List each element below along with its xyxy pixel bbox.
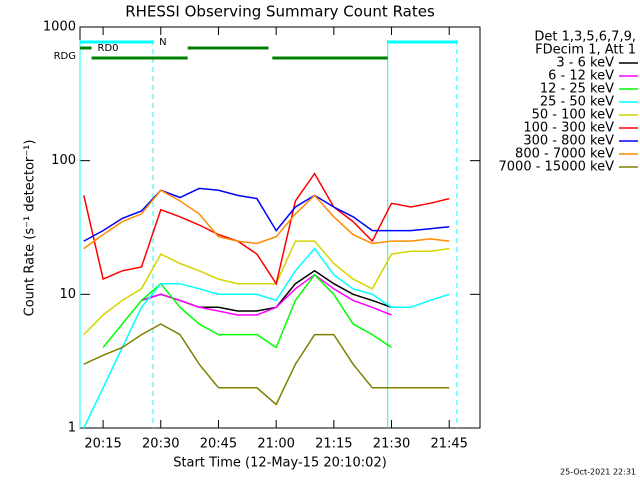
x-tick-label: 21:00 <box>257 437 294 452</box>
x-tick-label: 20:30 <box>142 437 179 452</box>
y-tick-label: 10 <box>59 287 76 302</box>
x-tick-label: 21:45 <box>430 437 467 452</box>
series-line <box>141 273 392 316</box>
legend-label: 6 - 12 keV <box>548 69 614 84</box>
x-tick-label: 21:30 <box>373 437 410 452</box>
legend-label: 25 - 50 keV <box>540 95 614 110</box>
legend-label: 3 - 6 keV <box>556 56 614 71</box>
y-tick-label: 100 <box>51 153 76 168</box>
flag-label: N <box>159 37 166 48</box>
series-line <box>83 189 450 250</box>
legend-header: FDecim 1, Att 1 <box>535 43 636 58</box>
legend-header: Det 1,3,5,6,7,9, <box>534 30 636 45</box>
x-tick-label: 21:15 <box>315 437 352 452</box>
y-tick-label: 1 <box>68 421 76 436</box>
y-axis-label: Count Rate (s⁻¹ detector⁻¹) <box>23 140 38 317</box>
flag-label: RDG <box>54 51 76 62</box>
legend-label: 100 - 300 keV <box>523 121 614 136</box>
chart-title: RHESSI Observing Summary Count Rates <box>125 3 435 21</box>
flag-label: RD0 <box>98 43 119 54</box>
series-line <box>102 273 392 349</box>
series-line <box>83 323 450 406</box>
x-tick-label: 20:45 <box>200 437 237 452</box>
footer-date: 25-Oct-2021 22:31 <box>560 468 636 477</box>
legend-label: 800 - 7000 keV <box>515 147 614 162</box>
legend-label: 300 - 800 keV <box>523 134 614 149</box>
series-line <box>83 240 450 336</box>
x-axis-label: Start Time (12-May-15 20:10:02) <box>173 456 387 471</box>
y-tick-label: 1000 <box>43 20 76 35</box>
legend-label: 12 - 25 keV <box>540 82 614 97</box>
series-line <box>83 187 450 242</box>
legend-label: 7000 - 15000 keV <box>499 160 615 175</box>
legend-label: 50 - 100 keV <box>532 108 615 123</box>
x-tick-label: 20:15 <box>84 437 121 452</box>
series-line <box>83 247 450 429</box>
series-line <box>83 172 450 286</box>
